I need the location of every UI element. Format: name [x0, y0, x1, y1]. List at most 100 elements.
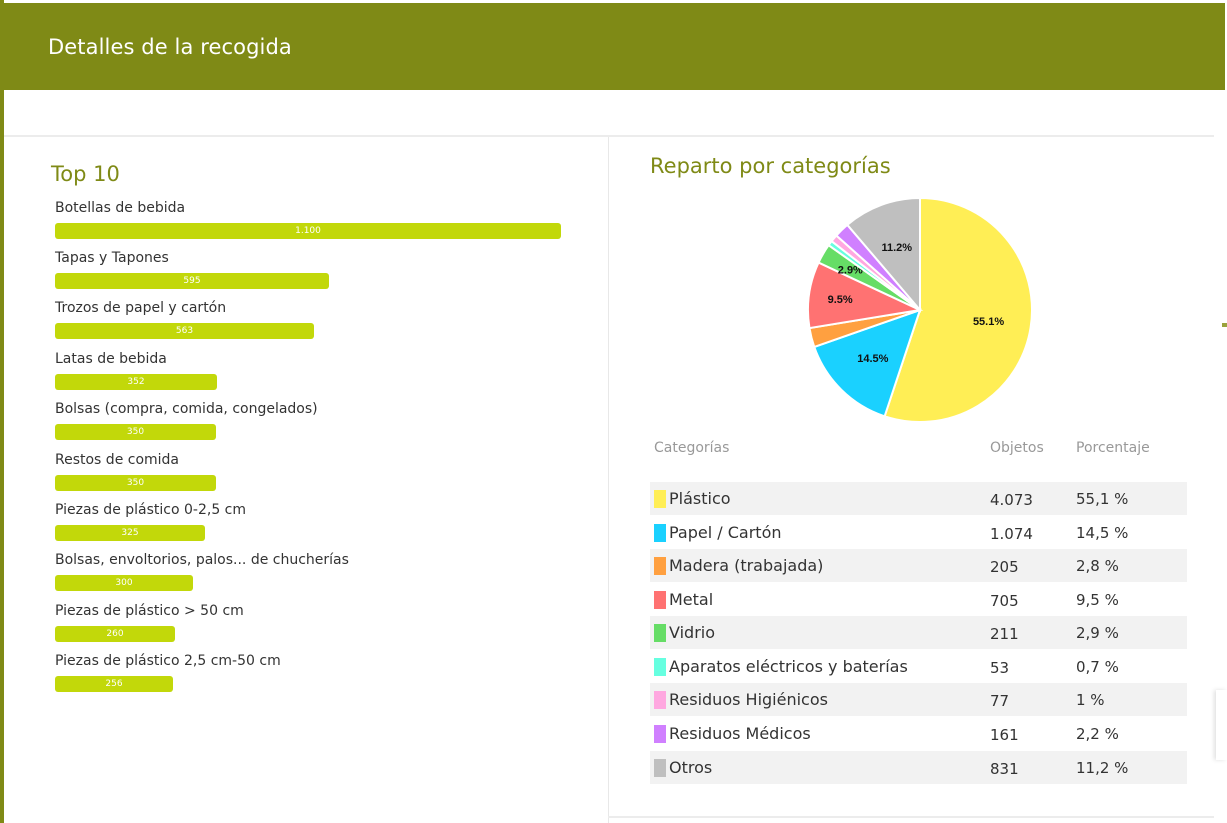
table-row: Otros 831 11,2 % [650, 751, 1187, 784]
bar [55, 374, 217, 390]
bar-label: Botellas de bebida [55, 200, 186, 216]
bar-label: Trozos de papel y cartón [55, 300, 227, 316]
color-swatch [654, 624, 666, 642]
percentage: 14,5 % [1076, 524, 1129, 542]
category-name: Vidrio [669, 623, 716, 642]
bar-label: Bolsas, envoltorios, palos... de chucher… [55, 552, 349, 568]
percentage: 2,2 % [1076, 725, 1119, 743]
top10-row: Piezas de plástico > 50 cm 260 [55, 603, 565, 651]
object-count: 77 [990, 692, 1010, 710]
top10-title: Top 10 [51, 162, 120, 186]
pie-slice-label: 11.2% [881, 242, 912, 254]
table-row: Residuos Higiénicos 77 1 % [650, 683, 1187, 716]
bar [55, 525, 205, 541]
table-row: Metal 705 9,5 % [650, 583, 1187, 616]
pie-slice [812, 308, 922, 418]
divider [608, 816, 1214, 818]
bar [55, 575, 193, 591]
pie-slice-label: 9.5% [828, 294, 853, 306]
top10-row: Bolsas, envoltorios, palos... de chucher… [55, 552, 565, 600]
category-name: Madera (trabajada) [669, 556, 824, 575]
bar-value-label: 352 [127, 377, 145, 387]
bar [55, 273, 329, 289]
bar-value-label: 300 [115, 578, 133, 588]
bar [55, 424, 216, 440]
bar-label: Latas de bebida [55, 351, 167, 367]
top10-row: Piezas de plástico 0-2,5 cm 325 [55, 502, 565, 550]
pie-slice-label: 14.5% [857, 353, 888, 365]
column-header-percentage: Porcentaje [1076, 440, 1150, 456]
table-row: Vidrio 211 2,9 % [650, 616, 1187, 649]
bar-value-label: 350 [126, 478, 145, 488]
percentage: 9,5 % [1076, 591, 1119, 609]
categories-pie-chart: 55.1% 14.5% 9.5% 2.9% 11.2% [807, 196, 1034, 423]
bar [55, 676, 173, 692]
category-name: Residuos Médicos [669, 724, 811, 743]
table-row: Madera (trabajada) 205 2,8 % [650, 549, 1187, 582]
bar-value-label: 325 [121, 528, 139, 538]
object-count: 4.073 [990, 491, 1033, 509]
category-name: Metal [669, 590, 714, 609]
color-swatch [654, 591, 666, 609]
header-bar: Detalles de la recogida [0, 3, 1225, 90]
edge-shadow [1216, 690, 1227, 760]
top10-row: Botellas de bebida 1.100 [55, 200, 565, 248]
bar [55, 223, 561, 239]
bar-label: Piezas de plástico 2,5 cm-50 cm [55, 653, 281, 669]
bar-label: Tapas y Tapones [55, 250, 169, 266]
column-header-categories: Categorías [654, 440, 730, 456]
percentage: 11,2 % [1076, 759, 1129, 777]
object-count: 161 [990, 726, 1019, 744]
color-swatch [654, 759, 666, 777]
bar-value-label: 260 [106, 629, 124, 639]
page-title: Detalles de la recogida [48, 35, 292, 59]
top10-row: Trozos de papel y cartón 563 [55, 300, 565, 348]
bar-label: Piezas de plástico 0-2,5 cm [55, 502, 247, 518]
category-name: Aparatos eléctricos y baterías [669, 657, 908, 676]
category-name: Plástico [669, 489, 731, 508]
object-count: 205 [990, 558, 1019, 576]
top10-row: Latas de bebida 352 [55, 351, 565, 399]
percentage: 2,9 % [1076, 624, 1119, 642]
object-count: 705 [990, 592, 1019, 610]
column-divider [608, 137, 609, 823]
bar [55, 626, 175, 642]
pie-slice-label: 55.1% [973, 316, 1004, 328]
table-row: Residuos Médicos 161 2,2 % [650, 717, 1187, 750]
column-header-objects: Objetos [990, 440, 1044, 456]
bar-label: Bolsas (compra, comida, congelados) [55, 401, 318, 417]
right-edge [1214, 90, 1227, 823]
bar-label: Piezas de plástico > 50 cm [55, 603, 244, 619]
percentage: 55,1 % [1076, 490, 1129, 508]
bar-value-label: 563 [175, 326, 194, 336]
percentage: 2,8 % [1076, 557, 1119, 575]
bar-value-label: 256 [105, 679, 123, 689]
object-count: 211 [990, 625, 1019, 643]
bar-value-label: 595 [183, 276, 201, 286]
pie-slice [883, 196, 1034, 423]
table-row: Aparatos eléctricos y baterías 53 0,7 % [650, 650, 1187, 683]
color-swatch [654, 490, 666, 508]
category-name: Otros [669, 758, 713, 777]
color-swatch [654, 725, 666, 743]
category-name: Residuos Higiénicos [669, 690, 828, 709]
object-count: 831 [990, 760, 1019, 778]
color-swatch [654, 557, 666, 575]
percentage: 0,7 % [1076, 658, 1119, 676]
color-swatch [654, 658, 666, 676]
category-name: Papel / Cartón [669, 523, 782, 542]
table-row: Papel / Cartón 1.074 14,5 % [650, 516, 1187, 549]
bar-value-label: 350 [126, 427, 145, 437]
bar [55, 323, 314, 339]
divider [4, 135, 1214, 137]
top10-row: Tapas y Tapones 595 [55, 250, 565, 298]
color-swatch [654, 524, 666, 542]
bar-label: Restos de comida [55, 452, 180, 468]
pie-slice [845, 196, 921, 313]
edge-marker [1222, 323, 1227, 327]
object-count: 53 [990, 659, 1010, 677]
categories-title: Reparto por categorías [650, 154, 891, 178]
object-count: 1.074 [990, 525, 1033, 543]
top10-row: Piezas de plástico 2,5 cm-50 cm 256 [55, 653, 565, 701]
